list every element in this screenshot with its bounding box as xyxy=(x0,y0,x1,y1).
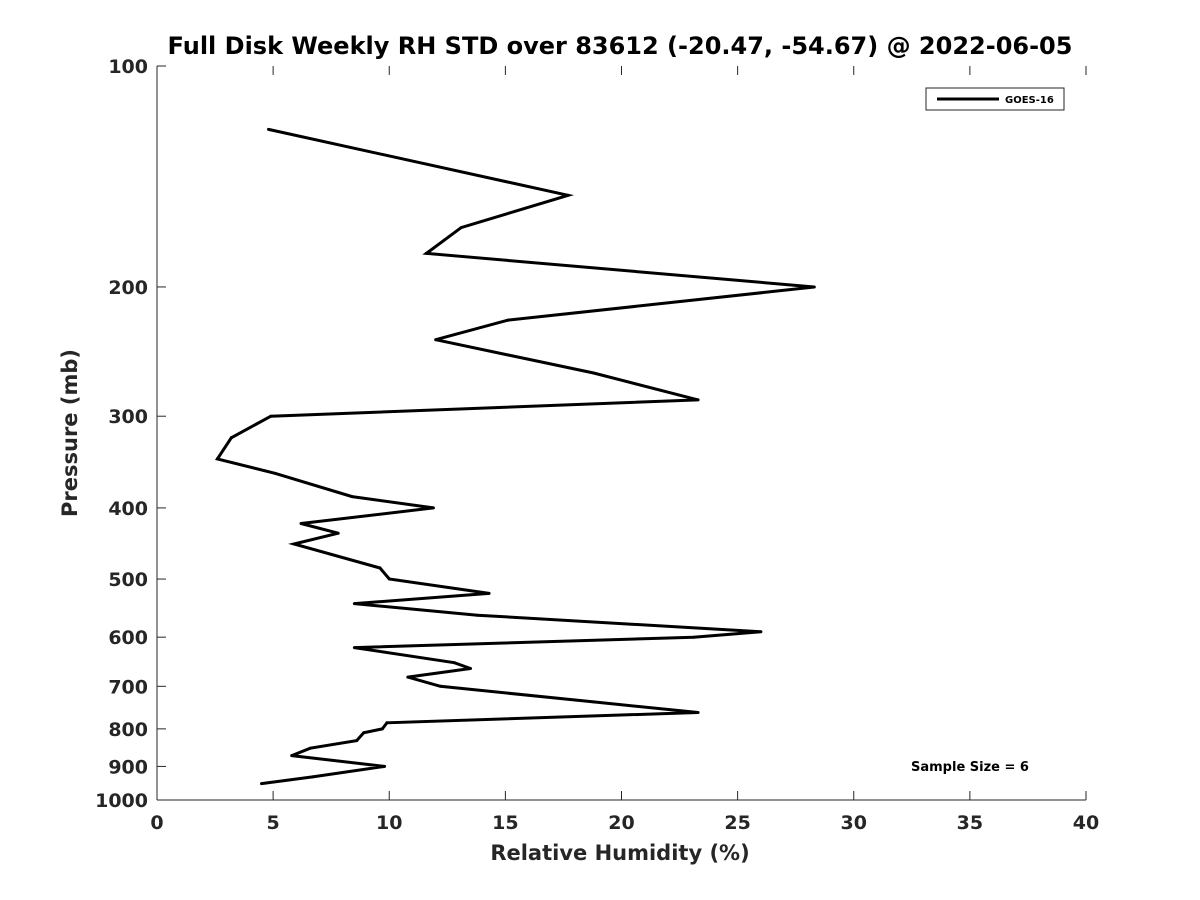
data-point xyxy=(812,285,816,289)
data-point xyxy=(438,684,442,688)
data-point xyxy=(378,566,382,570)
data-point xyxy=(459,226,463,230)
data-point xyxy=(380,727,384,731)
data-point xyxy=(355,739,359,743)
data-point xyxy=(592,371,596,375)
y-tick-label: 600 xyxy=(108,627,148,649)
data-point xyxy=(487,591,491,595)
legend-entry-goes-16: GOES-16 xyxy=(1005,95,1054,106)
data-point xyxy=(308,746,312,750)
legend: GOES-16 xyxy=(925,87,1065,111)
y-tick-label: 900 xyxy=(108,756,148,778)
data-point xyxy=(692,635,695,639)
data-point xyxy=(267,127,270,131)
data-point xyxy=(260,782,263,786)
y-tick-label: 1000 xyxy=(95,790,148,812)
data-point xyxy=(387,577,391,581)
data-point xyxy=(269,414,273,418)
y-tick-label: 300 xyxy=(108,406,148,428)
series-points xyxy=(215,127,816,786)
data-point xyxy=(406,675,410,679)
y-tick-label: 700 xyxy=(108,676,148,698)
x-tick-label: 25 xyxy=(724,812,750,834)
x-tick-label: 30 xyxy=(841,812,867,834)
x-tick-label: 40 xyxy=(1073,812,1099,834)
sample-size-annotation: Sample Size = 6 xyxy=(911,760,1029,775)
x-tick-label: 10 xyxy=(376,812,402,834)
y-ticks: 100 200 300 400 500 600 700 800 900 1000 xyxy=(95,56,166,812)
data-point xyxy=(352,602,356,606)
data-point xyxy=(434,338,438,342)
data-point xyxy=(696,398,700,402)
data-point xyxy=(299,522,303,525)
data-point xyxy=(352,646,356,650)
data-point xyxy=(469,667,472,670)
data-point xyxy=(362,731,366,735)
y-tick-label: 800 xyxy=(108,719,148,741)
data-point xyxy=(431,506,435,510)
data-point xyxy=(290,754,294,758)
data-point xyxy=(383,764,387,768)
data-point xyxy=(273,471,277,475)
x-tick-label: 35 xyxy=(957,812,983,834)
x-tick-label: 20 xyxy=(608,812,634,834)
y-tick-label: 200 xyxy=(108,277,148,299)
data-point xyxy=(759,630,763,634)
data-point xyxy=(311,775,315,779)
y-axis-label: Pressure (mb) xyxy=(58,349,82,517)
data-point xyxy=(592,700,596,704)
data-point xyxy=(506,318,510,322)
chart-title: Full Disk Weekly RH STD over 83612 (-20.… xyxy=(168,32,1073,60)
data-point xyxy=(476,613,479,617)
data-point xyxy=(566,193,570,197)
y-tick-label: 400 xyxy=(108,498,148,520)
x-tick-label: 5 xyxy=(267,812,280,834)
x-axis-label: Relative Humidity (%) xyxy=(490,841,749,865)
data-point xyxy=(424,251,428,255)
y-tick-label: 500 xyxy=(108,569,148,591)
data-point xyxy=(336,531,340,535)
data-point xyxy=(292,542,296,546)
data-point xyxy=(452,661,456,665)
x-tick-label: 0 xyxy=(150,812,163,834)
x-ticks: 0 5 10 15 20 25 30 35 40 xyxy=(150,66,1099,834)
data-point xyxy=(350,495,354,499)
x-tick-label: 15 xyxy=(492,812,518,834)
data-point xyxy=(229,436,233,440)
data-point xyxy=(385,721,389,725)
data-point xyxy=(215,457,219,461)
y-tick-label: 100 xyxy=(108,56,148,78)
data-point xyxy=(696,711,700,714)
